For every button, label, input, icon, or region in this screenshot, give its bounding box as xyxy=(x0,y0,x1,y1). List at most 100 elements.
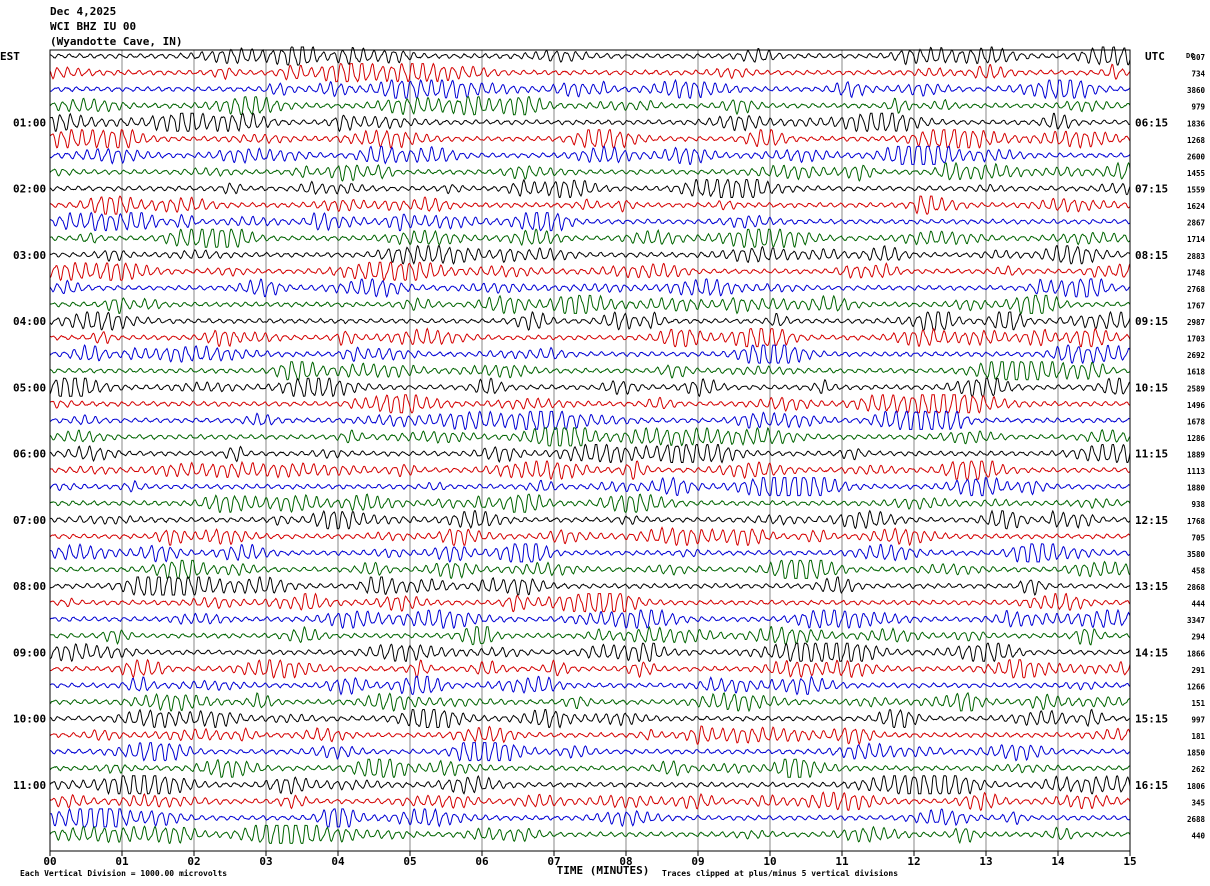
seismic-trace xyxy=(49,708,1131,729)
seismic-trace xyxy=(49,46,1131,66)
seismic-trace xyxy=(49,443,1131,464)
dc-offset-value: 1703 xyxy=(1187,335,1206,344)
dc-offset-value: 1880 xyxy=(1187,484,1206,493)
dc-offset-value: 2692 xyxy=(1187,351,1205,360)
seismic-trace xyxy=(49,576,1131,596)
dc-offset-value: 1714 xyxy=(1187,235,1206,244)
seismic-trace xyxy=(49,608,1131,630)
seismic-trace xyxy=(49,824,1131,845)
utc-hour-label: 14:15 xyxy=(1135,646,1168,659)
utc-label: UTC xyxy=(1145,50,1165,63)
seismic-trace xyxy=(49,758,1131,778)
clipping-note: Traces clipped at plus/minus 5 vertical … xyxy=(662,868,898,878)
dc-label: DC xyxy=(1186,52,1194,60)
dc-offset-value: 1624 xyxy=(1187,202,1206,211)
utc-hour-label: 06:15 xyxy=(1135,116,1168,129)
seismic-trace xyxy=(49,62,1131,83)
seismic-trace xyxy=(49,509,1131,530)
dc-offset-value: 1767 xyxy=(1187,301,1205,310)
seismic-trace xyxy=(49,774,1131,796)
est-hour-label: 01:00 xyxy=(13,116,46,129)
seismic-trace xyxy=(49,526,1131,547)
station-code: WCI BHZ IU 00 xyxy=(50,20,137,33)
est-hour-label: 09:00 xyxy=(13,646,46,659)
est-hour-label: 04:00 xyxy=(13,315,46,328)
seismic-trace xyxy=(49,161,1131,182)
x-tick-label: 03 xyxy=(259,855,272,868)
seismic-trace xyxy=(49,327,1131,348)
seismic-trace xyxy=(49,460,1131,481)
station-location: (Wyandotte Cave, IN) xyxy=(50,35,183,48)
x-tick-label: 01 xyxy=(115,855,129,868)
est-hour-label: 11:00 xyxy=(13,779,46,792)
seismic-trace xyxy=(49,692,1131,713)
dc-offset-value: 1286 xyxy=(1187,434,1206,443)
dc-offset-value: 458 xyxy=(1191,566,1205,575)
seismic-trace xyxy=(49,294,1131,315)
seismic-trace xyxy=(49,361,1131,381)
x-tick-label: 04 xyxy=(331,855,345,868)
dc-offset-value: 1768 xyxy=(1187,517,1206,526)
seismic-trace xyxy=(49,410,1130,431)
x-tick-label: 02 xyxy=(187,855,200,868)
dc-offset-value: 2987 xyxy=(1187,318,1205,327)
seismic-trace xyxy=(49,112,1131,133)
dc-offset-value: 3347 xyxy=(1187,616,1205,625)
utc-hour-label: 08:15 xyxy=(1135,249,1168,262)
dc-offset-value: 3860 xyxy=(1187,86,1206,95)
est-hour-label: 08:00 xyxy=(13,580,46,593)
seismic-trace xyxy=(49,675,1131,696)
seismic-trace xyxy=(49,592,1131,613)
dc-offset-value: 262 xyxy=(1191,765,1205,774)
vertical-division-note: Each Vertical Division = 1000.00 microvo… xyxy=(20,868,227,878)
dc-offset-value: 979 xyxy=(1191,103,1205,112)
x-tick-label: 11 xyxy=(835,855,849,868)
dc-offset-value: 997 xyxy=(1191,716,1205,725)
dc-offset-value: 2883 xyxy=(1187,252,1206,261)
dc-offset-value: 1889 xyxy=(1187,451,1206,460)
seismic-trace xyxy=(49,741,1131,762)
seismic-trace xyxy=(49,78,1131,100)
plot-date: Dec 4,2025 xyxy=(50,5,117,18)
dc-offset-value: 1266 xyxy=(1187,682,1206,691)
seismic-trace xyxy=(49,344,1131,365)
seismic-trace xyxy=(49,559,1131,580)
dc-offset-value: 294 xyxy=(1191,633,1205,642)
dc-offset-value: 807 xyxy=(1191,53,1205,62)
plot-frame xyxy=(49,49,1131,852)
seismic-trace xyxy=(49,128,1131,149)
x-tick-label: 09 xyxy=(691,855,704,868)
dc-offset-value: 2600 xyxy=(1187,152,1206,161)
dc-offset-value: 705 xyxy=(1191,533,1205,542)
seismic-trace xyxy=(49,393,1131,414)
dc-offset-value: 345 xyxy=(1191,798,1205,807)
seismic-trace xyxy=(49,310,1131,331)
dc-offset-value: 938 xyxy=(1191,500,1205,509)
seismic-trace xyxy=(49,543,1131,563)
utc-hour-label: 12:15 xyxy=(1135,514,1168,527)
dc-offset-value: 444 xyxy=(1191,600,1205,609)
seismic-trace xyxy=(49,807,1131,828)
est-hour-label: 10:00 xyxy=(13,713,46,726)
seismic-trace xyxy=(49,725,1131,746)
est-hour-label: 05:00 xyxy=(13,381,46,394)
x-tick-label: 14 xyxy=(1051,855,1065,868)
utc-hour-label: 07:15 xyxy=(1135,183,1168,196)
dc-offset-value: 2768 xyxy=(1187,285,1206,294)
x-tick-label: 12 xyxy=(907,855,920,868)
dc-offset-value: 1748 xyxy=(1187,268,1206,277)
seismic-trace xyxy=(49,278,1131,298)
dc-offset-value: 151 xyxy=(1191,699,1205,708)
seismic-trace xyxy=(49,244,1131,265)
est-hour-label: 03:00 xyxy=(13,249,46,262)
seismic-trace xyxy=(49,228,1131,248)
est-hour-label: 07:00 xyxy=(13,514,46,527)
seismic-trace xyxy=(49,377,1131,398)
utc-hour-label: 13:15 xyxy=(1135,580,1168,593)
x-tick-label: 15 xyxy=(1123,855,1136,868)
dc-offset-value: 1806 xyxy=(1187,782,1206,791)
dc-offset-value: 1866 xyxy=(1187,649,1206,658)
dc-offset-value: 734 xyxy=(1191,70,1205,79)
dc-offset-value: 1850 xyxy=(1187,749,1206,758)
